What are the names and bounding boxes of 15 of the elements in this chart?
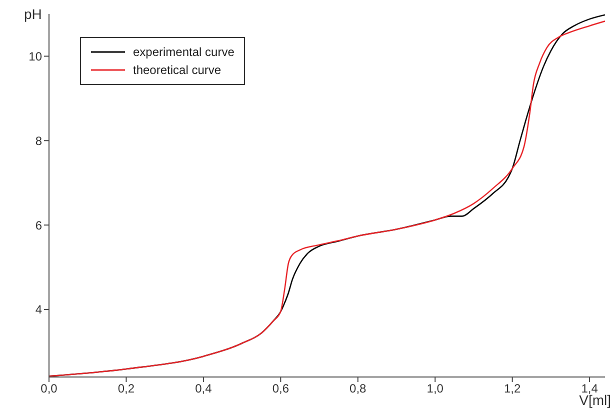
y-tick-label: 4 (35, 302, 42, 317)
x-tick-label: 1,4 (581, 382, 598, 396)
x-tick-label: 0,4 (195, 382, 212, 396)
y-tick-label: 6 (35, 218, 42, 232)
y-axis-title: pH (24, 6, 42, 22)
legend-label: experimental curve (133, 45, 234, 59)
x-tick-label: 0,8 (350, 382, 367, 396)
x-tick-label: 0,2 (118, 382, 135, 396)
x-tick-label: 1,0 (426, 382, 444, 396)
y-tick-label: 10 (28, 49, 42, 64)
x-tick-label: 0,6 (272, 382, 290, 396)
legend-label: theoretical curve (133, 63, 222, 77)
x-tick-label: 1,2 (504, 382, 521, 396)
y-tick-label: 8 (35, 134, 42, 148)
x-tick-label: 0,0 (40, 382, 58, 396)
